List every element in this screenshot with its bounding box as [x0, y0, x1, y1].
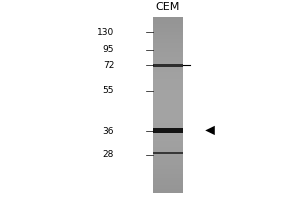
Bar [153, 39, 183, 41]
Bar [153, 43, 183, 46]
Bar [153, 74, 183, 77]
Bar [153, 96, 183, 99]
Bar [153, 165, 183, 167]
Bar [153, 81, 183, 83]
Bar [153, 180, 183, 182]
Bar [153, 41, 183, 43]
Bar [153, 136, 183, 138]
Bar [153, 59, 183, 61]
Bar [153, 171, 183, 174]
Bar [153, 24, 183, 26]
Bar [153, 143, 183, 145]
Bar [153, 46, 183, 48]
Bar [153, 128, 183, 133]
Bar [153, 26, 183, 28]
Bar [153, 189, 183, 191]
Bar [153, 125, 183, 127]
Bar [153, 90, 183, 92]
Bar [153, 123, 183, 125]
Bar [153, 107, 183, 110]
Bar [153, 65, 183, 68]
Bar [153, 85, 183, 88]
Bar [153, 88, 183, 90]
Bar [153, 156, 183, 158]
Bar [153, 52, 183, 54]
Bar [153, 64, 183, 67]
Bar [153, 178, 183, 180]
Bar [153, 105, 183, 107]
Bar [153, 77, 183, 79]
Bar [153, 134, 183, 136]
Bar [153, 28, 183, 30]
Bar [153, 68, 183, 70]
Bar [153, 160, 183, 163]
Bar [153, 187, 183, 189]
Bar [153, 138, 183, 141]
Bar [153, 35, 183, 37]
Bar [153, 57, 183, 59]
Bar [153, 154, 183, 156]
Bar [153, 127, 183, 129]
Bar [153, 174, 183, 176]
Bar [153, 116, 183, 118]
Bar [153, 103, 183, 105]
Text: CEM: CEM [156, 2, 180, 12]
Bar [153, 32, 183, 35]
Bar [153, 158, 183, 160]
Bar [153, 63, 183, 65]
Text: 55: 55 [103, 86, 114, 95]
Bar [153, 114, 183, 116]
Bar [153, 50, 183, 52]
Bar [153, 48, 183, 50]
Bar [153, 185, 183, 187]
Bar [153, 72, 183, 74]
Bar [153, 70, 183, 72]
Bar [153, 17, 183, 19]
Bar [153, 152, 183, 154]
Bar [153, 132, 183, 134]
Bar [153, 61, 183, 63]
Bar [153, 129, 183, 132]
Bar [153, 30, 183, 32]
Bar [153, 121, 183, 123]
Bar [153, 110, 183, 112]
Bar [153, 167, 183, 169]
Bar [153, 182, 183, 185]
Bar [153, 99, 183, 101]
Bar [153, 191, 183, 193]
Bar [153, 21, 183, 24]
Text: 95: 95 [103, 45, 114, 54]
Bar [153, 19, 183, 21]
Bar [153, 83, 183, 85]
Bar [153, 149, 183, 152]
Text: 28: 28 [103, 150, 114, 159]
Bar [153, 54, 183, 57]
Polygon shape [205, 126, 215, 135]
Bar [153, 37, 183, 39]
Bar [153, 145, 183, 147]
Bar [153, 92, 183, 94]
Bar [153, 152, 183, 154]
Bar [153, 141, 183, 143]
Bar [153, 169, 183, 171]
Bar [153, 163, 183, 165]
Bar [153, 176, 183, 178]
Bar [153, 112, 183, 114]
Text: 130: 130 [97, 28, 114, 37]
Bar [153, 79, 183, 81]
Bar [153, 94, 183, 96]
Bar [153, 118, 183, 121]
Text: 36: 36 [103, 127, 114, 136]
Bar [153, 147, 183, 149]
Text: 72: 72 [103, 61, 114, 70]
Bar [153, 101, 183, 103]
